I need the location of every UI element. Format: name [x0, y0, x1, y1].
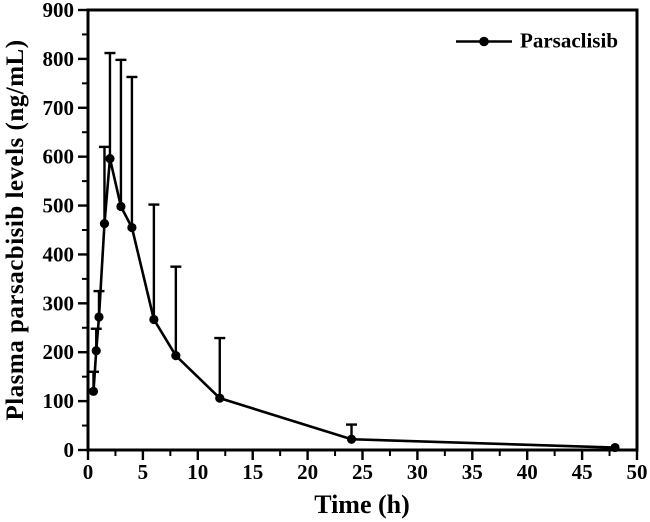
x-tick-label: 5 — [138, 460, 149, 484]
y-tick-label: 400 — [43, 242, 75, 266]
data-point-marker — [171, 351, 181, 361]
x-tick-label: 50 — [627, 460, 648, 484]
x-tick-label: 20 — [297, 460, 318, 484]
x-tick-label: 0 — [83, 460, 94, 484]
y-tick-label: 800 — [43, 47, 75, 71]
x-tick-label: 45 — [572, 460, 593, 484]
x-tick-label: 10 — [187, 460, 208, 484]
y-tick-label: 200 — [43, 340, 75, 364]
data-point-marker — [116, 201, 126, 212]
legend-circle-marker-icon — [479, 36, 489, 46]
series-line — [92, 157, 616, 449]
data-point-marker — [610, 442, 620, 453]
x-axis-title: Time (h) — [314, 490, 410, 519]
y-tick-label: 700 — [43, 96, 75, 120]
legend: Parsaclisib — [455, 29, 618, 54]
y-tick-label: 0 — [64, 438, 75, 462]
data-point-marker — [215, 393, 225, 403]
data-point-marker — [346, 434, 357, 444]
legend-series-label: Parsaclisib — [520, 28, 618, 53]
x-tick-label: 30 — [407, 460, 428, 484]
data-point-marker — [99, 219, 110, 229]
data-point-marker — [91, 346, 101, 356]
y-axis-title: Plasma parsacbisib levels (ng/mL) — [2, 39, 29, 421]
legend-line-marker-icon — [456, 36, 512, 46]
plot-frame — [86, 8, 639, 452]
data-point-marker — [105, 154, 115, 164]
data-point-marker — [149, 314, 159, 325]
x-tick-label: 35 — [462, 460, 483, 484]
data-point-marker — [94, 312, 104, 322]
y-tick-label: 600 — [43, 145, 75, 169]
data-point-marker — [127, 222, 137, 233]
x-tick-label: 15 — [242, 460, 263, 484]
x-tick-label: 40 — [517, 460, 538, 484]
data-point-marker — [88, 386, 99, 396]
y-tick-label: 300 — [43, 291, 75, 315]
x-tick-label: 25 — [352, 460, 373, 484]
y-tick-label: 900 — [43, 0, 75, 22]
y-tick-label: 100 — [43, 389, 75, 413]
y-tick-label: 500 — [43, 194, 75, 218]
